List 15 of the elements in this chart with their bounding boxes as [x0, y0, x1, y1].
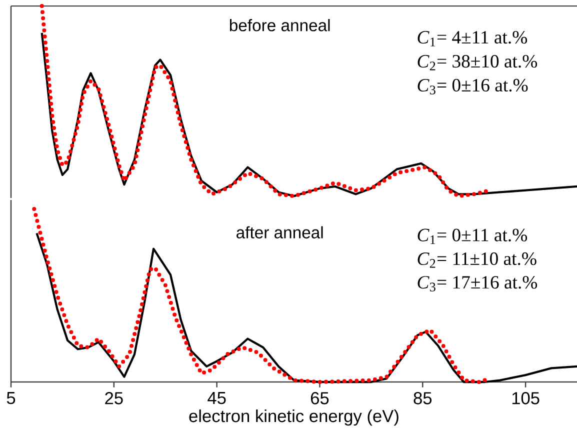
x-axis-title: electron kinetic energy (eV) — [189, 409, 398, 426]
annotation: C$_{2}$= 38±10 at.% — [418, 54, 538, 70]
x-tick-label: 65 — [310, 392, 329, 404]
x-tick-label: 85 — [414, 392, 432, 404]
x-tick-label: 105 — [512, 392, 540, 404]
annotation: C$_{1}$= 0±11 at.% — [418, 228, 528, 244]
x-tick-label: 45 — [208, 392, 226, 404]
annotation: C$_{1}$= 4±11 at.% — [418, 30, 528, 46]
x-tick-label: 5 — [6, 392, 16, 404]
annotation: C$_{2}$= 11±10 at.% — [418, 252, 536, 268]
annotation: before anneal — [230, 19, 330, 32]
x-tick-label: 25 — [105, 392, 123, 404]
annotation: after anneal — [236, 226, 323, 238]
annotation: C$_{3}$= 17±16 at.% — [418, 276, 538, 292]
annotation: C$_{3}$= 0±16 at.% — [418, 78, 528, 94]
